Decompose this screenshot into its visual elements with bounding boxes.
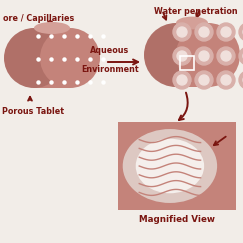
- Circle shape: [221, 27, 231, 37]
- Ellipse shape: [144, 23, 208, 87]
- Circle shape: [195, 23, 213, 41]
- Text: Aqueous: Aqueous: [90, 46, 130, 55]
- Circle shape: [199, 75, 209, 85]
- FancyBboxPatch shape: [34, 28, 70, 88]
- Ellipse shape: [123, 129, 217, 203]
- Text: ore / Capillaries: ore / Capillaries: [3, 14, 74, 23]
- Circle shape: [217, 71, 235, 89]
- Circle shape: [217, 47, 235, 65]
- Text: Environment: Environment: [81, 65, 139, 74]
- Circle shape: [177, 51, 187, 61]
- Circle shape: [195, 71, 213, 89]
- Circle shape: [173, 71, 191, 89]
- FancyBboxPatch shape: [118, 122, 236, 210]
- Circle shape: [195, 47, 213, 65]
- Bar: [180, 56, 194, 70]
- Ellipse shape: [136, 139, 204, 193]
- Ellipse shape: [176, 17, 208, 29]
- Circle shape: [239, 47, 243, 65]
- Text: Water penetration: Water penetration: [154, 7, 238, 16]
- Ellipse shape: [34, 22, 70, 34]
- Circle shape: [199, 27, 209, 37]
- Circle shape: [217, 23, 235, 41]
- Ellipse shape: [40, 28, 100, 88]
- Circle shape: [199, 51, 209, 61]
- Ellipse shape: [4, 28, 64, 88]
- FancyBboxPatch shape: [176, 23, 208, 87]
- Circle shape: [173, 47, 191, 65]
- Ellipse shape: [176, 23, 240, 87]
- Circle shape: [239, 71, 243, 89]
- Text: Porous Tablet: Porous Tablet: [2, 107, 64, 116]
- Circle shape: [173, 23, 191, 41]
- Circle shape: [177, 75, 187, 85]
- Circle shape: [239, 23, 243, 41]
- Text: Magnified View: Magnified View: [139, 215, 215, 224]
- Circle shape: [177, 27, 187, 37]
- Circle shape: [221, 75, 231, 85]
- Circle shape: [221, 51, 231, 61]
